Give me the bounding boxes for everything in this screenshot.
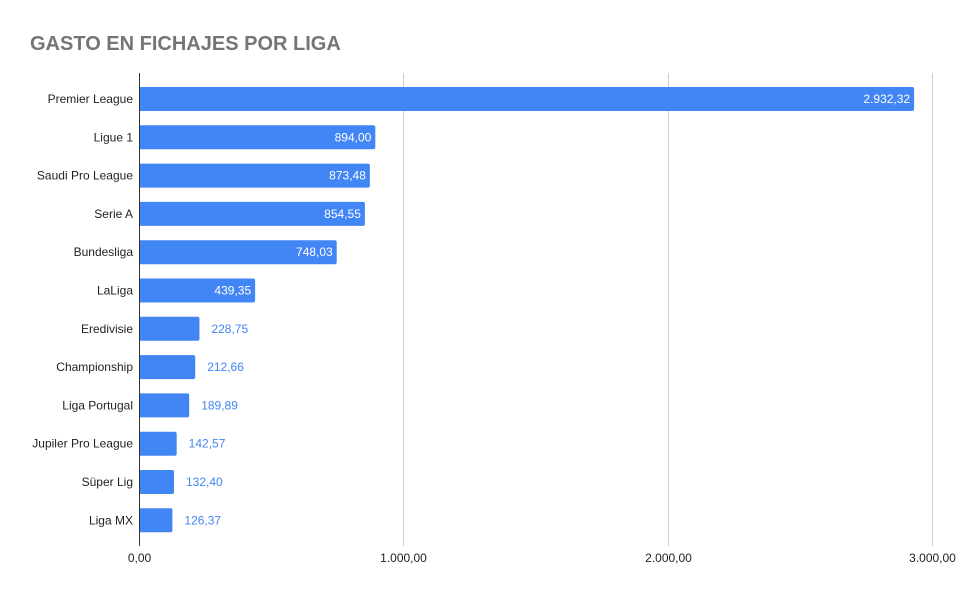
data-label: 189,89 xyxy=(201,398,238,412)
category-label: Championship xyxy=(56,360,133,374)
data-label: 748,03 xyxy=(296,245,333,259)
bar xyxy=(139,201,365,226)
data-label: 212,66 xyxy=(207,360,244,374)
data-label: 873,48 xyxy=(329,169,366,183)
x-tick-label: 1.000,00 xyxy=(380,551,427,565)
bar xyxy=(139,278,256,303)
x-tick-label: 3.000,00 xyxy=(909,551,956,565)
data-label: 142,57 xyxy=(189,437,226,451)
data-label: 126,37 xyxy=(184,513,221,527)
x-tick-label: 0,00 xyxy=(128,551,152,565)
bar xyxy=(139,316,200,341)
category-label: Premier League xyxy=(48,92,134,106)
category-label: Saudi Pro League xyxy=(37,169,133,183)
data-label: 132,40 xyxy=(186,475,223,489)
data-label: 2.932,32 xyxy=(863,92,910,106)
category-label: Jupiler Pro League xyxy=(32,437,133,451)
category-label: Süper Lig xyxy=(82,475,133,489)
category-label: LaLiga xyxy=(97,284,133,298)
bar xyxy=(139,125,376,150)
data-label: 894,00 xyxy=(335,130,372,144)
bar xyxy=(139,355,196,380)
data-label: 228,75 xyxy=(211,322,248,336)
data-label: 854,55 xyxy=(324,207,361,221)
bar xyxy=(139,470,174,494)
category-label: Serie A xyxy=(94,207,133,221)
bar xyxy=(139,393,190,418)
category-label: Ligue 1 xyxy=(94,130,134,144)
chart-title: GASTO EN FICHAJES POR LIGA xyxy=(30,33,341,55)
bar xyxy=(139,240,337,265)
category-label: Liga MX xyxy=(89,513,133,527)
bar xyxy=(139,163,370,188)
category-label: Liga Portugal xyxy=(62,398,133,412)
bar xyxy=(139,87,915,111)
category-label: Eredivisie xyxy=(81,322,133,336)
data-label: 439,35 xyxy=(214,284,251,298)
x-tick-label: 2.000,00 xyxy=(645,551,692,565)
category-label: Bundesliga xyxy=(74,245,134,259)
bar xyxy=(139,508,173,533)
bar xyxy=(139,431,177,456)
